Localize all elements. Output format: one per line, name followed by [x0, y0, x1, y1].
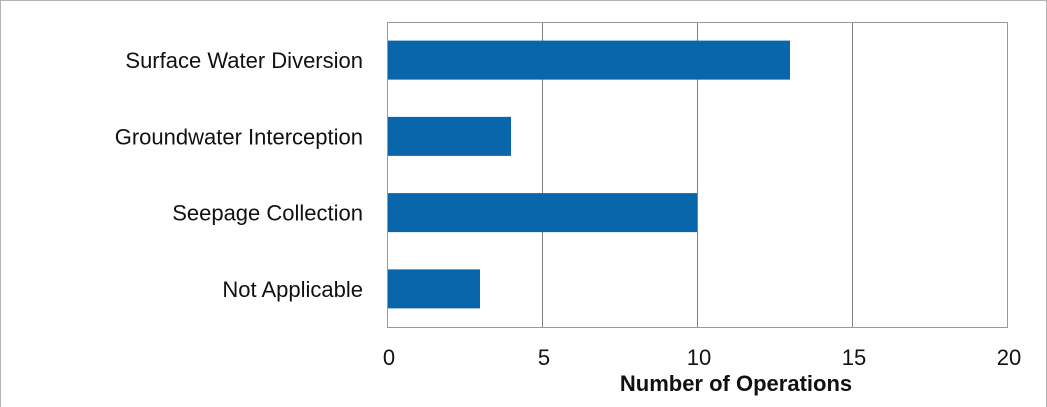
- x-tick-label: 15: [842, 345, 866, 370]
- x-tick-label: 0: [383, 345, 395, 370]
- bars: [388, 40, 790, 309]
- category-label: Surface Water Diversion: [125, 48, 363, 73]
- x-axis-title: Number of Operations: [620, 371, 852, 396]
- x-tick-label: 5: [538, 345, 550, 370]
- category-label: Seepage Collection: [172, 201, 363, 226]
- bar-not-applicable: [388, 269, 480, 309]
- bar-surface-water-diversion: [388, 40, 790, 80]
- bar-groundwater-interception: [388, 116, 511, 156]
- x-tick-labels: 0 5 10 15 20: [383, 345, 1021, 370]
- category-label: Groundwater Interception: [115, 124, 363, 149]
- bar-seepage-collection: [388, 193, 697, 233]
- category-label: Not Applicable: [222, 277, 363, 302]
- plot-area-frame: [387, 22, 1008, 328]
- category-labels: Surface Water Diversion Groundwater Inter…: [115, 48, 363, 302]
- x-tick-label: 10: [687, 345, 711, 370]
- x-tick-label: 20: [997, 345, 1021, 370]
